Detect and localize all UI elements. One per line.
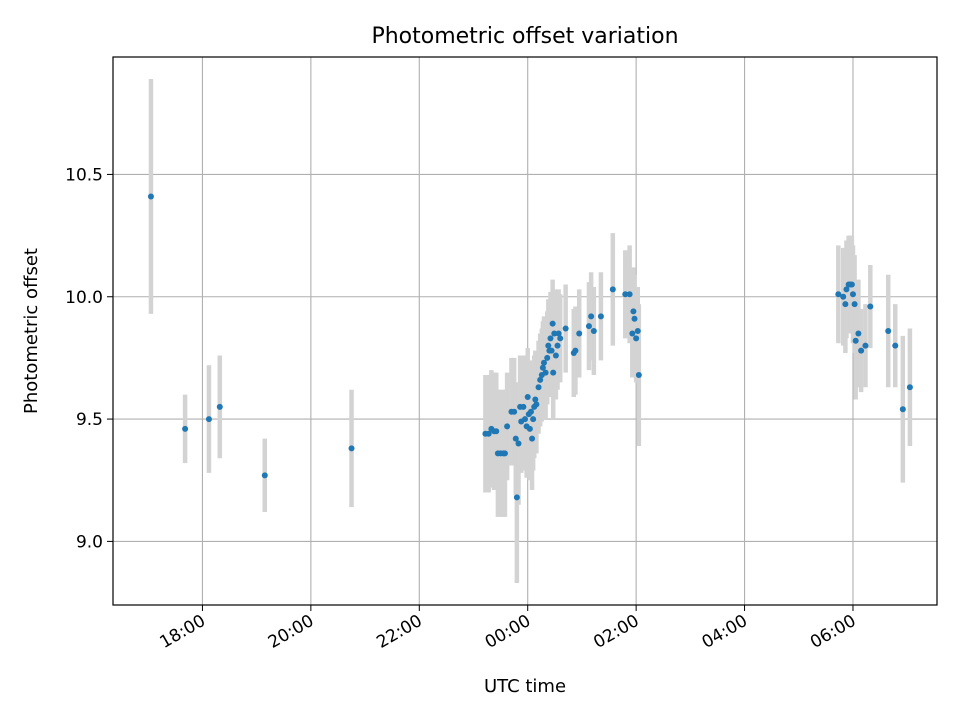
data-point bbox=[585, 323, 592, 330]
grid-layer bbox=[113, 57, 937, 605]
data-point bbox=[635, 372, 642, 379]
errorbar-layer bbox=[148, 79, 913, 583]
data-point bbox=[840, 293, 847, 300]
data-point bbox=[548, 347, 555, 354]
data-point bbox=[899, 406, 906, 413]
data-point bbox=[835, 291, 842, 298]
x-axis-label: UTC time bbox=[484, 676, 566, 697]
data-point bbox=[147, 193, 154, 200]
x-tick-label: 18:00 bbox=[157, 611, 209, 653]
data-point bbox=[537, 376, 544, 383]
data-point bbox=[555, 330, 562, 337]
data-point bbox=[526, 425, 533, 432]
data-point bbox=[622, 291, 629, 298]
x-tick-label: 00:00 bbox=[482, 611, 534, 653]
data-point bbox=[535, 384, 542, 391]
y-axis-label: Photometric offset bbox=[21, 248, 42, 414]
data-point bbox=[550, 369, 557, 376]
data-point bbox=[858, 347, 865, 354]
data-point bbox=[515, 440, 522, 447]
data-point bbox=[520, 403, 527, 410]
data-point bbox=[544, 354, 551, 361]
data-point bbox=[261, 472, 268, 479]
data-point bbox=[851, 301, 858, 308]
data-point bbox=[609, 286, 616, 293]
data-point bbox=[906, 384, 913, 391]
data-point bbox=[572, 347, 579, 354]
data-point bbox=[633, 335, 640, 342]
data-point bbox=[522, 416, 528, 423]
plot-frame bbox=[112, 56, 938, 606]
data-point bbox=[552, 352, 559, 359]
data-point bbox=[547, 335, 554, 342]
data-point bbox=[524, 394, 531, 401]
data-point bbox=[892, 342, 899, 349]
x-tick-label: 20:00 bbox=[265, 611, 317, 653]
data-point bbox=[205, 416, 212, 423]
data-point bbox=[629, 330, 636, 337]
data-point bbox=[493, 428, 500, 435]
data-point bbox=[557, 335, 564, 342]
x-tick-label: 02:00 bbox=[590, 611, 642, 653]
x-tick-label: 22:00 bbox=[373, 611, 425, 653]
data-point bbox=[216, 403, 223, 410]
data-point bbox=[539, 364, 546, 371]
data-point bbox=[529, 435, 536, 442]
data-point bbox=[542, 369, 549, 376]
data-point bbox=[532, 396, 539, 403]
data-point bbox=[862, 342, 869, 349]
data-point bbox=[511, 408, 518, 415]
x-tick-label: 06:00 bbox=[807, 611, 859, 653]
data-point bbox=[545, 342, 552, 349]
data-point bbox=[590, 328, 597, 334]
x-tick-label: 04:00 bbox=[699, 611, 751, 653]
data-point bbox=[588, 313, 595, 320]
data-point bbox=[348, 445, 355, 452]
data-point bbox=[513, 494, 520, 501]
data-point bbox=[533, 401, 540, 408]
data-point bbox=[501, 450, 508, 457]
data-point bbox=[554, 342, 561, 349]
data-point bbox=[576, 330, 583, 337]
data-point bbox=[562, 325, 569, 332]
data-point bbox=[843, 286, 850, 293]
data-point bbox=[867, 303, 874, 310]
data-point bbox=[504, 423, 511, 430]
data-point bbox=[527, 408, 534, 415]
data-point bbox=[634, 328, 641, 334]
y-tick-label: 9.5 bbox=[76, 410, 103, 430]
data-point bbox=[182, 425, 189, 432]
point-layer bbox=[147, 193, 913, 501]
data-point bbox=[549, 320, 556, 327]
data-point bbox=[530, 416, 537, 423]
data-point bbox=[551, 330, 558, 337]
data-point bbox=[540, 359, 547, 366]
data-point bbox=[597, 313, 604, 320]
data-point bbox=[848, 281, 855, 288]
data-point bbox=[631, 315, 638, 322]
y-tick-label: 10.0 bbox=[65, 288, 103, 308]
data-point bbox=[626, 291, 633, 298]
chart-title: Photometric offset variation bbox=[371, 24, 678, 49]
data-point bbox=[630, 308, 637, 315]
data-point bbox=[885, 328, 892, 334]
y-tick-label: 9.0 bbox=[76, 532, 103, 552]
data-point bbox=[842, 301, 849, 308]
data-point bbox=[485, 430, 492, 437]
data-point bbox=[512, 435, 519, 442]
y-tick-label: 10.5 bbox=[65, 165, 103, 185]
data-point bbox=[852, 337, 859, 344]
data-point bbox=[855, 330, 862, 337]
data-point bbox=[849, 291, 856, 298]
